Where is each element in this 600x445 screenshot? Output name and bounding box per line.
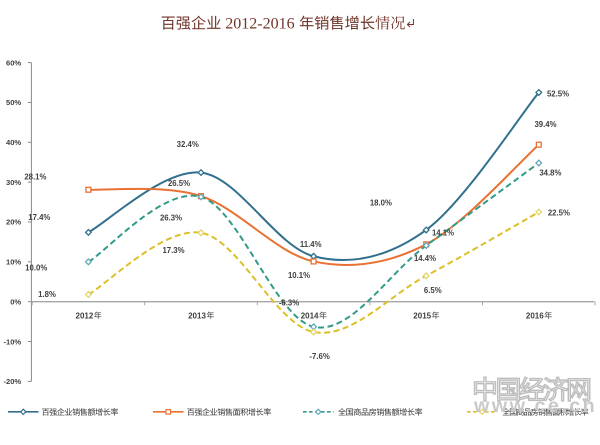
svg-text:2012: 2012 [76,311,94,320]
svg-text:1.8%: 1.8% [38,290,56,299]
svg-text:2015: 2015 [413,311,431,320]
svg-text:50%: 50% [6,98,21,107]
svg-text:-7.6%: -7.6% [309,352,329,361]
svg-text:28.1%: 28.1% [24,173,46,182]
svg-text:2013: 2013 [188,311,206,320]
svg-text:26.3%: 26.3% [160,214,182,223]
svg-text:11.4%: 11.4% [300,240,322,249]
svg-text:34.8%: 34.8% [539,169,561,178]
svg-text:26.5%: 26.5% [168,179,190,188]
svg-text:6.5%: 6.5% [424,286,442,295]
svg-text:2014: 2014 [301,311,319,320]
svg-text:32.4%: 32.4% [177,140,199,149]
svg-text:-10%: -10% [3,337,21,346]
svg-text:0%: 0% [10,297,21,306]
svg-text:2012-2016: 2012-2016 [225,16,294,33]
svg-text:14.4%: 14.4% [414,254,436,263]
svg-text:52.5%: 52.5% [547,90,569,99]
svg-text:-6.3%: -6.3% [279,299,299,308]
svg-text:10%: 10% [6,258,21,267]
svg-text:-20%: -20% [3,377,21,386]
svg-text:20%: 20% [6,218,21,227]
svg-text:14.1%: 14.1% [432,229,454,238]
svg-text:www.ce.cn: www.ce.cn [473,395,597,417]
svg-text:30%: 30% [6,178,21,187]
svg-text:10.1%: 10.1% [288,271,310,280]
svg-text:39.4%: 39.4% [534,120,556,129]
svg-text:60%: 60% [6,58,21,67]
svg-text:2016: 2016 [526,311,544,320]
svg-text:17.4%: 17.4% [28,213,50,222]
svg-text:40%: 40% [6,138,21,147]
svg-text:22.5%: 22.5% [548,209,570,218]
svg-text:18.0%: 18.0% [370,199,392,208]
svg-text:10.0%: 10.0% [25,263,47,272]
svg-text:17.3%: 17.3% [162,246,184,255]
